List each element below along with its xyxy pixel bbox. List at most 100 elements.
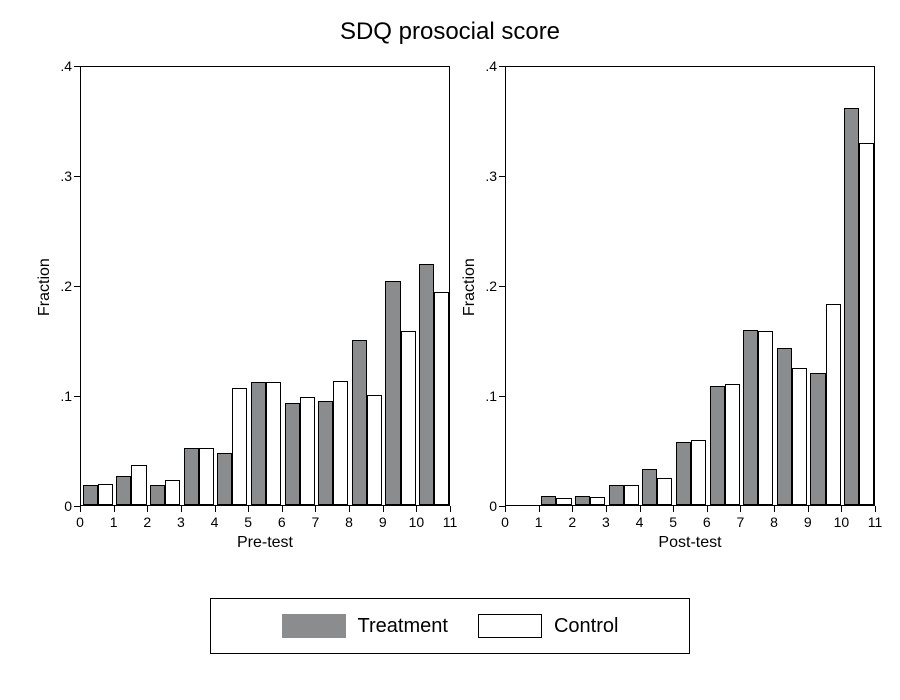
xtick-mark [808,506,809,512]
legend: Treatment Control [210,598,690,654]
bar-pretest-treatment-4 [217,453,232,505]
xtick-label: 10 [834,514,850,530]
xtick-mark [248,506,249,512]
ytick-label: .3 [46,168,72,184]
ytick-mark [74,66,80,67]
xtick-mark [774,506,775,512]
xtick-mark [539,506,540,512]
xtick-label: 6 [703,514,711,530]
bar-pretest-treatment-6 [285,403,300,505]
xtick-label: 9 [804,514,812,530]
bar-pretest-treatment-7 [318,401,333,506]
legend-item-control: Control [478,614,618,638]
bar-posttest-treatment-4 [642,469,657,505]
xtick-label: 0 [501,514,509,530]
bar-pretest-control-7 [333,381,348,505]
bar-posttest-treatment-1 [541,496,556,505]
bar-pretest-treatment-1 [116,476,131,505]
xtick-label: 8 [345,514,353,530]
ytick-label: .1 [471,388,497,404]
ytick-mark [499,176,505,177]
ytick-label: .4 [46,58,72,74]
xtick-label: 1 [535,514,543,530]
legend-swatch-treatment [282,614,346,638]
xtick-label: 5 [669,514,677,530]
yaxis-label-posttest: Fraction [461,258,479,316]
xtick-label: 9 [379,514,387,530]
yaxis-label-pretest: Fraction [36,258,54,316]
bar-pretest-control-1 [131,465,146,505]
xtick-mark [673,506,674,512]
xtick-label: 4 [211,514,219,530]
bar-posttest-treatment-3 [609,485,624,505]
legend-item-treatment: Treatment [282,614,448,638]
xtick-mark [181,506,182,512]
bar-posttest-control-7 [758,331,773,505]
bar-pretest-control-10 [434,292,449,505]
xtick-mark [572,506,573,512]
xtick-mark [707,506,708,512]
figure: SDQ prosocial score TreatmentControl 012… [0,0,900,700]
xtick-label: 2 [143,514,151,530]
bar-pretest-control-5 [266,382,281,505]
xtick-mark [147,506,148,512]
bar-posttest-control-1 [556,498,571,505]
bar-posttest-control-8 [792,368,807,506]
xtick-label: 2 [568,514,576,530]
xtick-mark [841,506,842,512]
ytick-mark [74,396,80,397]
xtick-mark [416,506,417,512]
ytick-label: .1 [46,388,72,404]
legend-label: Treatment [358,615,448,638]
xtick-mark [215,506,216,512]
ytick-mark [74,506,80,507]
bar-posttest-treatment-9 [810,373,825,505]
xtick-label: 7 [737,514,745,530]
xtick-mark [80,506,81,512]
xtick-mark [606,506,607,512]
bar-pretest-treatment-10 [419,264,434,505]
xtick-mark [349,506,350,512]
xtick-label: 1 [110,514,118,530]
bar-pretest-control-9 [401,331,416,505]
xtick-label: 8 [770,514,778,530]
xtick-mark [740,506,741,512]
xtick-mark [282,506,283,512]
ytick-mark [499,66,505,67]
ytick-label: 0 [471,498,497,514]
bar-pretest-treatment-3 [184,448,199,505]
xtick-label: 7 [312,514,320,530]
xtick-mark [450,506,451,512]
bar-pretest-control-4 [232,388,247,505]
bar-pretest-treatment-0 [83,485,98,505]
xtick-mark [640,506,641,512]
ytick-mark [499,286,505,287]
xtick-mark [505,506,506,512]
bar-posttest-control-5 [691,440,706,505]
bar-posttest-control-4 [657,478,672,506]
xaxis-label-pretest: Pre-test [80,534,450,552]
bar-posttest-control-10 [859,143,874,505]
xtick-mark [383,506,384,512]
xtick-label: 10 [409,514,425,530]
ytick-label: .4 [471,58,497,74]
bar-pretest-treatment-8 [352,340,367,505]
bar-posttest-control-9 [826,304,841,505]
bar-pretest-control-3 [199,448,214,505]
xtick-label: 11 [443,514,458,530]
bar-pretest-control-6 [300,397,315,505]
bar-posttest-treatment-2 [575,496,590,505]
xtick-label: 3 [177,514,185,530]
bar-posttest-control-6 [725,384,740,505]
ytick-label: 0 [46,498,72,514]
bar-posttest-control-2 [590,497,605,505]
bar-pretest-control-8 [367,395,382,505]
xaxis-label-posttest: Post-test [505,534,875,552]
panel-pretest [80,66,450,506]
bar-posttest-treatment-8 [777,348,792,505]
ytick-mark [499,396,505,397]
plot-area-pretest [81,67,449,505]
xtick-label: 3 [602,514,610,530]
bar-posttest-treatment-5 [676,442,691,505]
bar-pretest-treatment-2 [150,485,165,505]
